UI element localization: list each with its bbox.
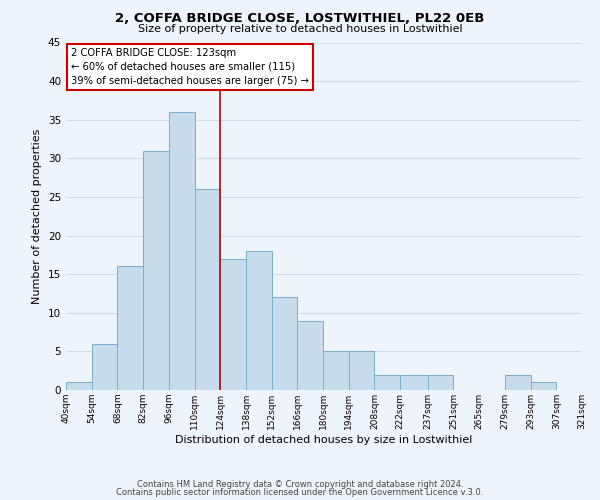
Bar [92,344,118,390]
Bar [272,298,298,390]
Bar [374,374,400,390]
Text: Contains HM Land Registry data © Crown copyright and database right 2024.: Contains HM Land Registry data © Crown c… [137,480,463,489]
Bar [298,320,323,390]
Bar [505,374,530,390]
Bar [323,352,349,390]
Bar [246,251,272,390]
Text: Contains public sector information licensed under the Open Government Licence v.: Contains public sector information licen… [116,488,484,497]
Bar [530,382,556,390]
Text: Size of property relative to detached houses in Lostwithiel: Size of property relative to detached ho… [137,24,463,34]
Text: 2 COFFA BRIDGE CLOSE: 123sqm
← 60% of detached houses are smaller (115)
39% of s: 2 COFFA BRIDGE CLOSE: 123sqm ← 60% of de… [71,48,309,86]
Bar [169,112,194,390]
Text: 2, COFFA BRIDGE CLOSE, LOSTWITHIEL, PL22 0EB: 2, COFFA BRIDGE CLOSE, LOSTWITHIEL, PL22… [115,12,485,26]
Bar [118,266,143,390]
Bar [143,150,169,390]
Bar [220,258,246,390]
Bar [400,374,428,390]
Y-axis label: Number of detached properties: Number of detached properties [32,128,43,304]
Bar [194,189,220,390]
X-axis label: Distribution of detached houses by size in Lostwithiel: Distribution of detached houses by size … [175,434,473,444]
Bar [66,382,92,390]
Bar [349,352,374,390]
Bar [428,374,454,390]
